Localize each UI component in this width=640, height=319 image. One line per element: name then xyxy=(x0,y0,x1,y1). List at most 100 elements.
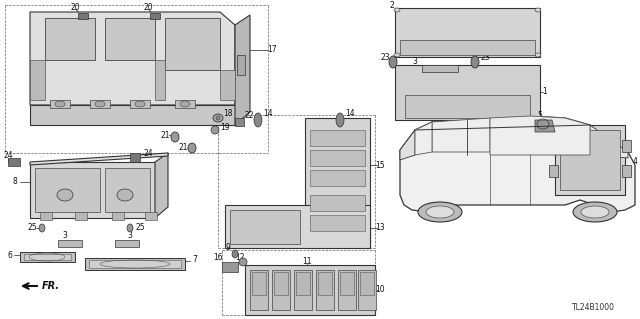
Text: 11: 11 xyxy=(302,256,312,265)
Text: 16: 16 xyxy=(213,253,223,262)
Polygon shape xyxy=(310,150,365,166)
Ellipse shape xyxy=(573,202,617,222)
Polygon shape xyxy=(30,153,168,165)
Text: 18: 18 xyxy=(223,108,233,117)
Polygon shape xyxy=(250,270,268,310)
Polygon shape xyxy=(40,212,52,220)
Polygon shape xyxy=(490,116,590,155)
Polygon shape xyxy=(294,270,312,310)
Polygon shape xyxy=(145,212,157,220)
Ellipse shape xyxy=(180,101,190,107)
Polygon shape xyxy=(305,118,370,248)
Polygon shape xyxy=(296,272,310,295)
Ellipse shape xyxy=(211,126,219,134)
Text: 20: 20 xyxy=(143,3,153,11)
Polygon shape xyxy=(225,205,370,248)
Text: 25: 25 xyxy=(135,224,145,233)
Polygon shape xyxy=(560,130,620,190)
Ellipse shape xyxy=(95,101,105,107)
Polygon shape xyxy=(338,270,356,310)
Polygon shape xyxy=(30,60,45,100)
Polygon shape xyxy=(245,265,375,315)
Ellipse shape xyxy=(336,113,344,127)
Polygon shape xyxy=(89,260,181,268)
Polygon shape xyxy=(395,8,540,57)
Text: 23: 23 xyxy=(480,53,490,62)
Polygon shape xyxy=(105,168,150,212)
Text: 12: 12 xyxy=(236,253,244,262)
Polygon shape xyxy=(58,240,82,247)
Polygon shape xyxy=(155,153,168,218)
Text: TL24B1000: TL24B1000 xyxy=(572,303,615,313)
Text: 25: 25 xyxy=(27,224,37,233)
Polygon shape xyxy=(316,270,334,310)
Text: 15: 15 xyxy=(375,160,385,169)
Ellipse shape xyxy=(254,113,262,127)
Polygon shape xyxy=(175,100,195,108)
Text: 24: 24 xyxy=(3,151,13,160)
Polygon shape xyxy=(165,18,220,70)
Polygon shape xyxy=(50,100,70,108)
Polygon shape xyxy=(622,140,631,152)
Polygon shape xyxy=(45,18,95,60)
Polygon shape xyxy=(220,70,235,100)
Polygon shape xyxy=(415,122,432,155)
Bar xyxy=(237,55,245,75)
Text: 3: 3 xyxy=(127,231,132,240)
Text: 4: 4 xyxy=(632,158,637,167)
Polygon shape xyxy=(590,125,628,158)
Ellipse shape xyxy=(232,250,238,258)
Text: 22: 22 xyxy=(244,112,253,121)
Polygon shape xyxy=(30,12,235,105)
Polygon shape xyxy=(115,240,139,247)
Text: 13: 13 xyxy=(375,224,385,233)
Polygon shape xyxy=(235,15,250,125)
Text: 3: 3 xyxy=(413,56,417,65)
Polygon shape xyxy=(318,272,332,295)
Ellipse shape xyxy=(471,56,479,68)
Text: 14: 14 xyxy=(263,108,273,117)
Text: 19: 19 xyxy=(220,123,230,132)
Polygon shape xyxy=(400,40,535,55)
Polygon shape xyxy=(130,153,140,162)
Text: 10: 10 xyxy=(375,286,385,294)
Text: 20: 20 xyxy=(70,3,80,11)
Polygon shape xyxy=(535,120,555,132)
Polygon shape xyxy=(555,125,625,195)
Polygon shape xyxy=(105,18,155,60)
Polygon shape xyxy=(90,100,110,108)
Polygon shape xyxy=(8,158,20,166)
Polygon shape xyxy=(150,13,160,19)
Ellipse shape xyxy=(57,189,73,201)
Polygon shape xyxy=(549,140,558,152)
Polygon shape xyxy=(622,165,631,177)
Ellipse shape xyxy=(216,116,220,120)
Polygon shape xyxy=(549,165,558,177)
Polygon shape xyxy=(30,162,155,218)
Text: 7: 7 xyxy=(193,256,197,264)
Polygon shape xyxy=(24,254,71,260)
Polygon shape xyxy=(340,272,354,295)
Polygon shape xyxy=(272,270,290,310)
Ellipse shape xyxy=(239,258,247,266)
Text: 3: 3 xyxy=(63,231,67,240)
Polygon shape xyxy=(310,215,365,231)
Polygon shape xyxy=(78,13,88,19)
Text: 23: 23 xyxy=(380,53,390,62)
Ellipse shape xyxy=(127,224,133,232)
Polygon shape xyxy=(235,118,244,126)
Polygon shape xyxy=(310,170,365,186)
Ellipse shape xyxy=(39,224,45,232)
Text: 2: 2 xyxy=(390,2,394,11)
Polygon shape xyxy=(400,116,635,212)
Polygon shape xyxy=(310,195,365,211)
Ellipse shape xyxy=(117,189,133,201)
Polygon shape xyxy=(422,65,458,72)
Ellipse shape xyxy=(426,206,454,218)
Ellipse shape xyxy=(535,53,541,57)
Polygon shape xyxy=(360,272,374,295)
Ellipse shape xyxy=(55,101,65,107)
Text: 17: 17 xyxy=(267,46,277,55)
Text: 14: 14 xyxy=(345,108,355,117)
Ellipse shape xyxy=(418,202,462,222)
